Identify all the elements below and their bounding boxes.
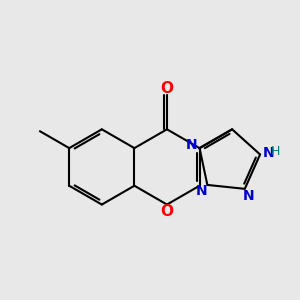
Text: N: N: [243, 189, 255, 203]
Text: O: O: [160, 204, 173, 219]
Text: N: N: [196, 184, 208, 198]
Text: N: N: [262, 146, 274, 160]
Text: O: O: [160, 81, 173, 96]
Text: H: H: [271, 145, 280, 158]
Text: N: N: [186, 138, 198, 152]
